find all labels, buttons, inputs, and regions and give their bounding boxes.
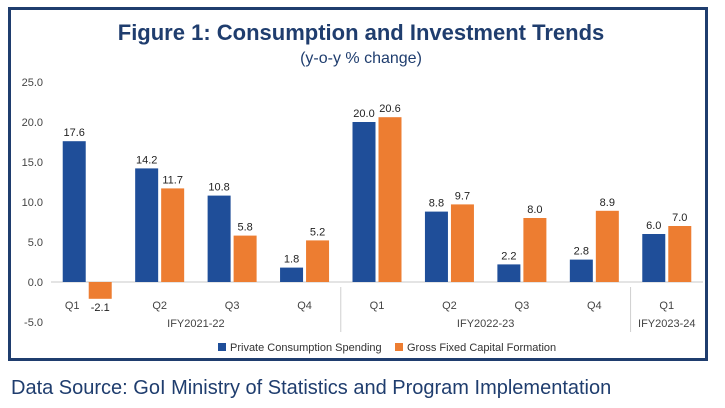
x-category-label: Q4 <box>297 300 312 312</box>
bar-private-consumption <box>280 267 304 282</box>
legend-label: Private Consumption Spending <box>230 342 382 354</box>
data-label-gross-fixed-capital: 20.6 <box>379 103 400 115</box>
x-category-label: Q2 <box>442 300 457 312</box>
x-group-label: IFY2022-23 <box>457 318 514 330</box>
x-category-label: Q1 <box>370 300 385 312</box>
x-group-label: IFY2023-24 <box>638 318 695 330</box>
y-tick-label: 25.0 <box>22 77 43 89</box>
y-tick-label: 10.0 <box>22 197 43 209</box>
bar-gross-fixed-capital <box>306 240 330 282</box>
data-label-private-consumption: 2.2 <box>501 250 516 262</box>
bar-private-consumption <box>569 259 593 282</box>
data-source-caption: Data Source: GoI Ministry of Statistics … <box>11 377 612 399</box>
chart-title: Figure 1: Consumption and Investment Tre… <box>117 20 605 45</box>
bar-private-consumption <box>62 141 86 282</box>
data-label-gross-fixed-capital: 8.9 <box>600 197 615 209</box>
data-label-gross-fixed-capital: 9.7 <box>455 190 470 202</box>
data-label-private-consumption: 6.0 <box>646 220 661 232</box>
chart-frame: 25.0 20.0 15.0 10.0 5.0 0.0 -5.0 17.6 14.2 10.8 1.… <box>8 7 708 361</box>
x-category-label: Q3 <box>515 300 530 312</box>
data-label-gross-fixed-capital: 8.0 <box>527 204 542 216</box>
x-category-label: Q4 <box>587 300 602 312</box>
bar-gross-fixed-capital <box>161 188 185 282</box>
y-tick-label: -5.0 <box>24 317 43 329</box>
y-tick-label: 0.0 <box>28 277 43 289</box>
bar-gross-fixed-capital <box>595 210 619 282</box>
bar-gross-fixed-capital <box>523 218 547 282</box>
data-label-private-consumption: 14.2 <box>136 154 157 166</box>
chart-subtitle: (y-o-y % change) <box>300 50 422 67</box>
data-label-gross-fixed-capital: -2.1 <box>91 302 110 314</box>
legend-swatch <box>395 343 403 351</box>
bar-gross-fixed-capital <box>450 204 474 282</box>
data-label-private-consumption: 20.0 <box>353 108 374 120</box>
x-category-label: Q1 <box>65 300 80 312</box>
bar-private-consumption <box>497 264 521 282</box>
y-tick-label: 15.0 <box>22 157 43 169</box>
bar-gross-fixed-capital <box>378 117 402 282</box>
x-category-label: Q3 <box>225 300 240 312</box>
legend-label: Gross Fixed Capital Formation <box>407 342 556 354</box>
bar-gross-fixed-capital <box>88 282 112 299</box>
y-tick-label: 20.0 <box>22 117 43 129</box>
data-label-private-consumption: 17.6 <box>64 127 85 139</box>
x-category-label: Q2 <box>152 300 167 312</box>
data-label-private-consumption: 8.8 <box>429 198 444 210</box>
bar-private-consumption <box>135 168 159 282</box>
data-label-private-consumption: 2.8 <box>574 246 589 258</box>
x-category-label: Q1 <box>659 300 674 312</box>
chart-canvas: 25.0 20.0 15.0 10.0 5.0 0.0 -5.0 17.6 14.2 10.8 1.… <box>22 77 703 354</box>
bar-private-consumption <box>207 195 231 282</box>
bar-private-consumption <box>424 211 448 282</box>
data-label-private-consumption: 10.8 <box>208 182 229 194</box>
data-label-gross-fixed-capital: 5.8 <box>237 222 252 234</box>
bar-private-consumption <box>352 122 376 282</box>
bar-private-consumption <box>642 234 666 282</box>
bar-gross-fixed-capital <box>233 235 257 282</box>
y-tick-label: 5.0 <box>28 237 43 249</box>
x-group-label: IFY2021-22 <box>167 318 224 330</box>
bar-gross-fixed-capital <box>668 226 692 282</box>
data-label-gross-fixed-capital: 7.0 <box>672 212 687 224</box>
data-label-private-consumption: 1.8 <box>284 254 299 266</box>
legend-swatch <box>218 343 226 351</box>
data-label-gross-fixed-capital: 5.2 <box>310 226 325 238</box>
data-label-gross-fixed-capital: 11.7 <box>162 174 183 186</box>
